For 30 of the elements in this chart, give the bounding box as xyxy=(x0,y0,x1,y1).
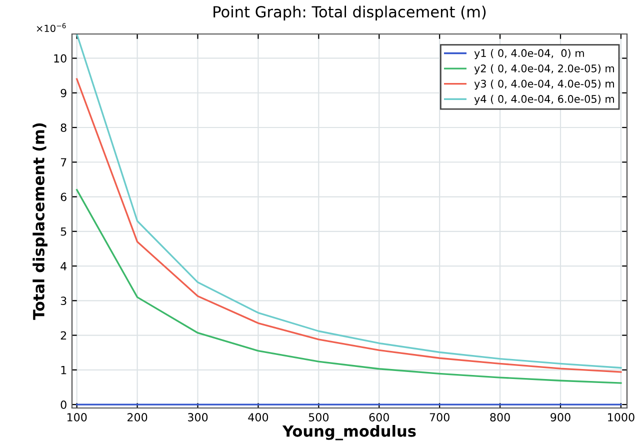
legend-label: y1 ( 0, 4.0e-04, 0) m xyxy=(474,48,584,60)
y-tick-label: 4 xyxy=(60,262,67,270)
x-tick-label: 700 xyxy=(430,413,450,422)
x-tick-label: 100 xyxy=(67,413,87,422)
x-tick-label: 800 xyxy=(490,413,510,422)
legend-label: y4 ( 0, 4.0e-04, 6.0e-05) m xyxy=(474,94,614,105)
text: ×10$^{−6}$ xyxy=(36,23,66,32)
x-tick-label: 300 xyxy=(188,413,208,422)
y-tick-label: 8 xyxy=(60,123,66,132)
x-axis-title: Young_modulus xyxy=(282,425,416,440)
x-tick-label: 1000 xyxy=(608,413,634,422)
y-tick-label: 1 xyxy=(61,366,66,374)
y-tick-label: 10 xyxy=(54,54,66,63)
x-tick-label: 200 xyxy=(128,413,148,422)
legend-label: y2 ( 0, 4.0e-04, 2.0e-05) m xyxy=(474,64,614,74)
y-tick-label: 6 xyxy=(60,192,66,202)
y-tick-label: 2 xyxy=(60,331,66,340)
legend-label: y3 ( 0, 4.0e-04, 4.0e-05) m xyxy=(474,80,614,90)
y-tick-label: 3 xyxy=(60,296,66,306)
y-tick-label: 0 xyxy=(60,400,66,409)
y-tick-label: 9 xyxy=(60,88,66,98)
y-axis-title: Total displacement (m) xyxy=(32,123,48,320)
x-tick-label: 600 xyxy=(369,413,389,422)
line-series xyxy=(76,189,622,384)
x-tick-label: 900 xyxy=(550,413,570,422)
x-tick-label: 500 xyxy=(308,413,329,422)
chart-title: Point Graph: Total displacement (m) xyxy=(214,6,486,21)
x-tick-label: 400 xyxy=(248,413,268,422)
y-tick-label: 7 xyxy=(60,158,66,166)
y-tick-label: 5 xyxy=(60,228,66,236)
